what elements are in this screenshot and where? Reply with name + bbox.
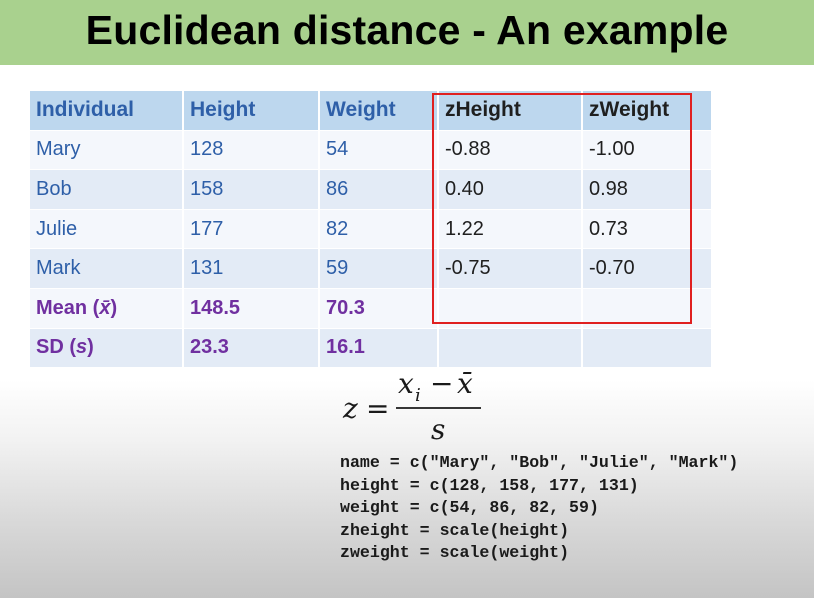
header-weight: Weight [318, 91, 438, 131]
sd-zweight-empty [581, 328, 711, 369]
data-table: Individual Height Weight zHeight zWeight… [30, 91, 711, 369]
cell-weight: 82 [318, 209, 438, 250]
cell-individual: Julie [30, 209, 183, 250]
mean-label-symbol: x̄ [99, 296, 111, 319]
cell-height: 158 [182, 169, 319, 210]
code-line: name = c("Mary", "Bob", "Julie", "Mark") [340, 453, 739, 472]
sd-row: SD (s) 23.3 16.1 [30, 328, 711, 369]
table-header-row: Individual Height Weight zHeight zWeight [30, 91, 711, 131]
header-height: Height [182, 91, 319, 131]
header-zweight: zWeight [581, 91, 711, 131]
sd-label-symbol: s [76, 336, 88, 359]
mean-label-text: Mean ( [36, 296, 100, 319]
cell-height: 131 [182, 248, 319, 289]
formula-lhs: z [342, 392, 358, 425]
cell-weight: 54 [318, 130, 438, 171]
title-bar: Euclidean distance - An example [0, 0, 814, 65]
r-code-block: name = c("Mary", "Bob", "Julie", "Mark")… [340, 452, 738, 565]
mean-height: 148.5 [182, 288, 319, 329]
cell-weight: 86 [318, 169, 438, 210]
formula-numerator-minus: − [430, 367, 453, 400]
cell-zheight: 1.22 [437, 209, 582, 250]
code-line: zweight = scale(weight) [340, 543, 570, 563]
cell-zweight: 0.73 [581, 209, 711, 250]
cell-zheight: -0.75 [437, 248, 582, 289]
header-zheight: zHeight [437, 91, 582, 131]
mean-weight: 70.3 [318, 288, 438, 329]
cell-zheight: -0.88 [437, 130, 582, 171]
mean-row: Mean (x̄) 148.5 70.3 [30, 288, 711, 329]
mean-label: Mean (x̄) [30, 288, 183, 329]
sd-height: 23.3 [182, 328, 319, 369]
mean-label-close: ) [110, 296, 118, 319]
formula-equals: = [366, 392, 389, 425]
cell-zweight: 0.98 [581, 169, 711, 210]
sd-zheight-empty [437, 328, 582, 369]
code-line: zheight = scale(height) [340, 520, 570, 540]
cell-height: 177 [182, 209, 319, 250]
cell-individual: Mary [30, 130, 183, 171]
formula-denominator: s [431, 413, 445, 446]
cell-zweight: -0.70 [581, 248, 711, 289]
formula-numerator-var: x [398, 367, 414, 400]
code-line: height = c(128, 158, 177, 131) [340, 475, 639, 495]
sd-label-text: SD ( [36, 336, 76, 359]
cell-individual: Mark [30, 248, 183, 289]
table-row: Bob 158 86 0.40 0.98 [30, 169, 711, 210]
formula-numerator-mean: x̄ [457, 367, 473, 400]
cell-weight: 59 [318, 248, 438, 289]
sd-label-close: ) [87, 336, 94, 359]
cell-zweight: -1.00 [581, 130, 711, 171]
code-line: weight = c(54, 86, 82, 59) [340, 498, 599, 518]
cell-height: 128 [182, 130, 319, 171]
sd-label: SD (s) [30, 328, 183, 369]
mean-zheight-empty [437, 288, 582, 329]
slide-title: Euclidean distance - An example [85, 7, 729, 53]
sd-weight: 16.1 [318, 328, 438, 369]
header-individual: Individual [30, 91, 183, 131]
formula-numerator-sub: i [415, 385, 421, 406]
table-row: Mark 131 59 -0.75 -0.70 [30, 248, 711, 289]
cell-zheight: 0.40 [437, 169, 582, 210]
mean-zweight-empty [581, 288, 711, 329]
cell-individual: Bob [30, 169, 183, 210]
table-row: Julie 177 82 1.22 0.73 [30, 209, 711, 250]
z-score-formula: z = x i − x̄ s [342, 367, 481, 446]
table-row: Mary 128 54 -0.88 -1.00 [30, 130, 711, 171]
